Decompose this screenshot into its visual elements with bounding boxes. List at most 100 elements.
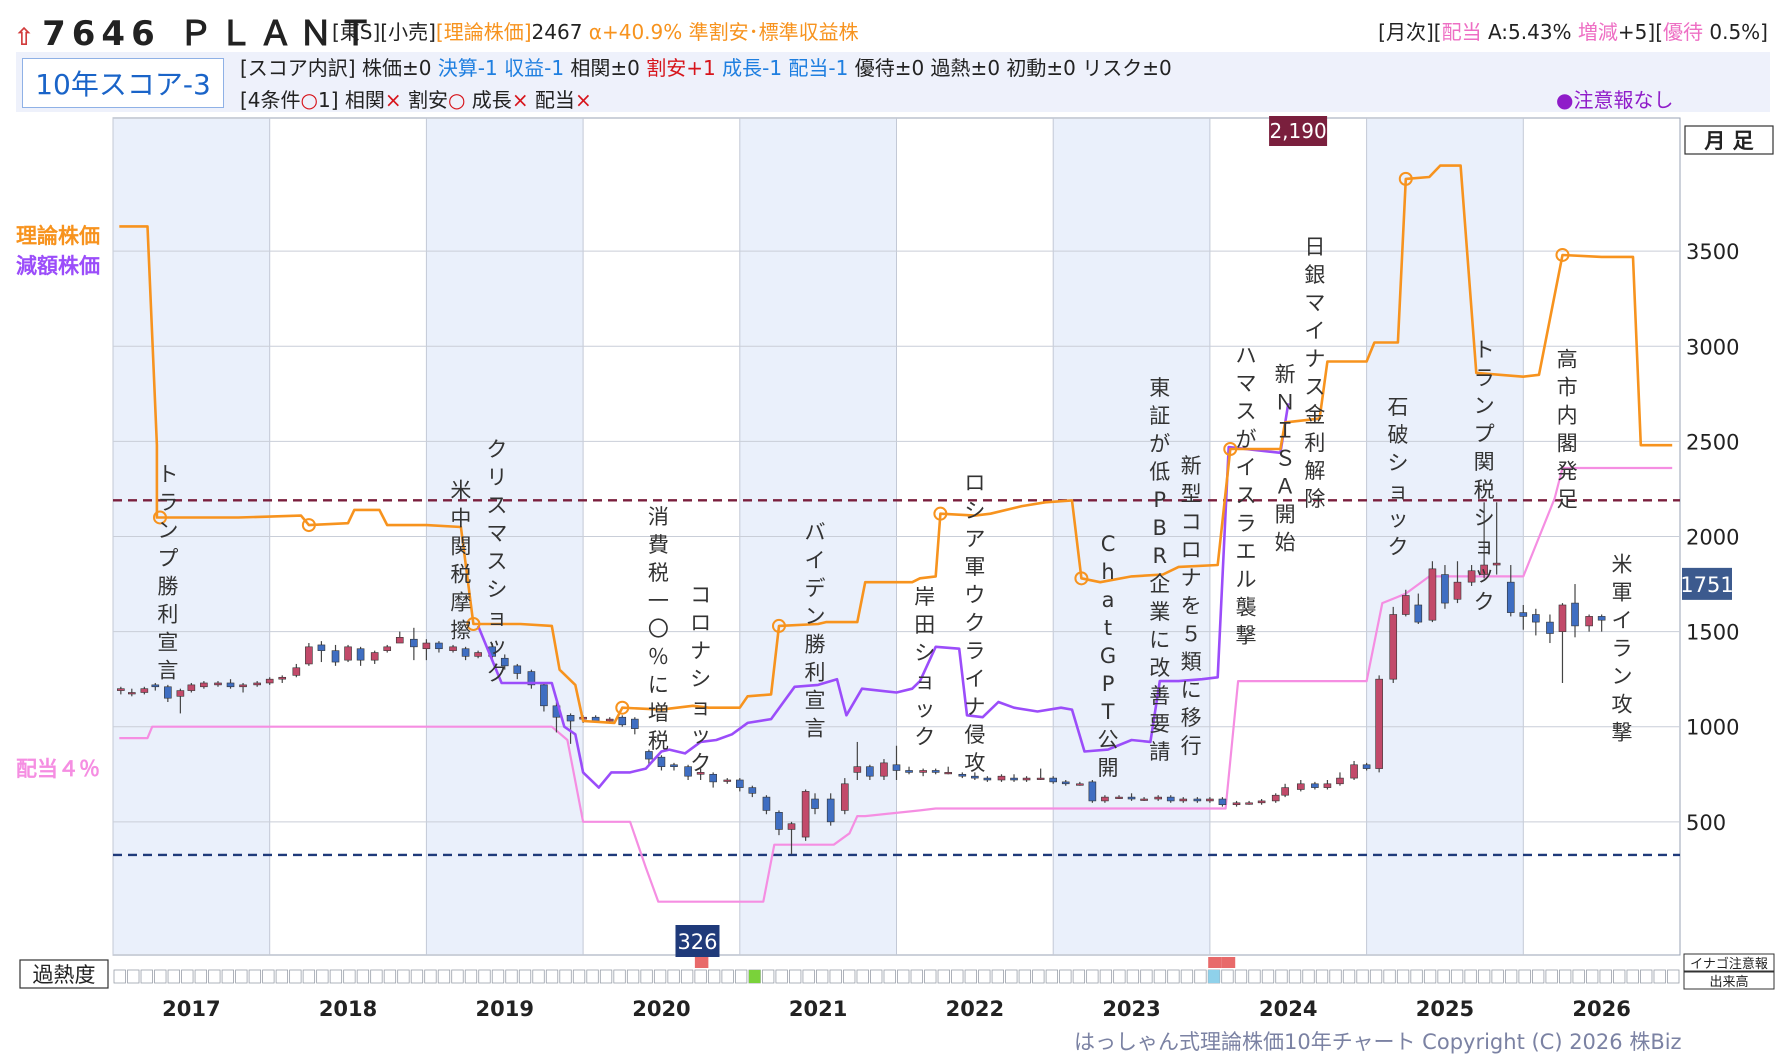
candle — [226, 679, 235, 689]
condition-item: × — [511, 88, 529, 112]
overheat-cell — [410, 969, 424, 984]
candle — [214, 681, 222, 687]
candle — [566, 713, 575, 744]
candle — [1519, 604, 1528, 630]
reduced-price-line — [476, 403, 1290, 789]
overheat-cell — [316, 969, 329, 984]
overheat-cell — [1342, 969, 1356, 984]
overheat-cell — [870, 969, 883, 984]
condition-item: × — [384, 88, 402, 112]
candle — [317, 641, 326, 663]
candle — [500, 654, 509, 670]
overheat-cell — [289, 969, 302, 984]
candle — [696, 768, 705, 780]
candle — [801, 789, 810, 841]
overheat-cell — [181, 969, 194, 984]
theory-marker — [1398, 171, 1413, 186]
overheat-cell — [1248, 969, 1261, 984]
legend-label: 配当４％ — [16, 757, 100, 781]
theory-marker — [1555, 247, 1570, 262]
condition-item: ○ — [300, 88, 318, 112]
candle — [151, 682, 160, 691]
overheat-cell — [572, 969, 586, 984]
overheat-cell — [937, 969, 950, 984]
overheat-cell — [1032, 969, 1045, 984]
candle — [128, 688, 136, 697]
svg-text:トランプ勝利宣言: トランプ勝利宣言 — [157, 462, 178, 682]
overheat-cell — [1356, 969, 1369, 984]
theory-marker — [771, 618, 786, 633]
svg-text:高市内閣発足: 高市内閣発足 — [1557, 347, 1578, 511]
overheat-cell — [694, 969, 707, 984]
candle — [292, 663, 301, 678]
candle — [1206, 797, 1214, 803]
overheat-cell — [1086, 969, 1099, 984]
overheat-cell — [532, 969, 545, 984]
svg-text:日銀マイナス金利解除: 日銀マイナス金利解除 — [1304, 235, 1325, 511]
candle — [997, 774, 1006, 782]
svg-text:ハマスがイスラエル襲撃: ハマスがイスラエル襲撃 — [1235, 343, 1256, 647]
event-annotation: 米軍イラン攻撃 — [1612, 553, 1633, 745]
candle — [1336, 772, 1344, 786]
overheat-cell — [1626, 969, 1639, 984]
overheat-cell — [1113, 969, 1126, 984]
score-item: 相関±0 — [570, 56, 647, 80]
x-tick-label: 2018 — [319, 997, 377, 1021]
x-tick-label: 2024 — [1259, 997, 1317, 1021]
candle — [1585, 614, 1593, 632]
overheat-cell — [1396, 969, 1410, 984]
high-value-label: 2,190 — [1269, 119, 1326, 143]
overheat-cell — [1045, 969, 1059, 984]
condition-item: ○ — [448, 88, 466, 112]
low-value-label: 326 — [677, 930, 717, 954]
candle — [265, 677, 274, 685]
candle — [983, 776, 992, 782]
overheat-mark — [748, 970, 761, 983]
overheat-cell — [667, 969, 680, 984]
overheat-cell — [113, 969, 126, 984]
candle — [748, 785, 757, 798]
candle — [919, 768, 927, 777]
overheat-cell — [1613, 969, 1626, 984]
overheat-cell — [829, 969, 842, 984]
candle — [370, 650, 379, 664]
event-annotation: トランプ関税ショック — [1474, 338, 1495, 614]
overheat-cell — [626, 969, 640, 984]
event-annotation: ハマスがイスラエル襲撃 — [1235, 343, 1256, 647]
event-annotation: 東証が低 P B R 企業に改善要請 — [1149, 376, 1170, 764]
svg-text:消費税一〇％に増税: 消費税一〇％に増税 — [648, 505, 669, 753]
overheat-cell — [1167, 969, 1180, 984]
overheat-cell — [262, 969, 275, 984]
overheat-cell — [356, 969, 370, 984]
candle — [461, 646, 470, 661]
overheat-cell — [1099, 969, 1113, 984]
condition-item: 1] 相関 — [317, 88, 385, 112]
candle — [1281, 783, 1289, 798]
candle — [1571, 584, 1579, 638]
overheat-cell — [1504, 969, 1518, 984]
candle — [1036, 768, 1045, 780]
x-tick-label: 2017 — [162, 997, 220, 1021]
y-tick-label: 1000 — [1686, 716, 1739, 740]
candle — [1088, 779, 1097, 803]
candle — [1375, 675, 1383, 773]
stock-title: ⇧ 7646 ＰＬＡＮＴ — [14, 14, 379, 54]
overheat-cell — [1180, 969, 1194, 984]
candle — [1597, 614, 1606, 632]
overheat-cell — [951, 969, 964, 984]
candle — [958, 772, 967, 779]
candle — [449, 644, 457, 653]
side-label-box — [1683, 953, 1775, 972]
overheat-cell — [1545, 969, 1558, 984]
candle — [410, 627, 418, 661]
score-item: [スコア内訳] 株価±0 — [240, 56, 438, 80]
overheat-cell — [883, 969, 896, 984]
overheat-cell — [586, 969, 599, 984]
candle — [1179, 797, 1188, 803]
candle — [527, 669, 536, 689]
candle — [645, 749, 653, 765]
candle — [383, 644, 392, 653]
candle — [1492, 502, 1501, 575]
overheat-cell — [1234, 969, 1248, 984]
